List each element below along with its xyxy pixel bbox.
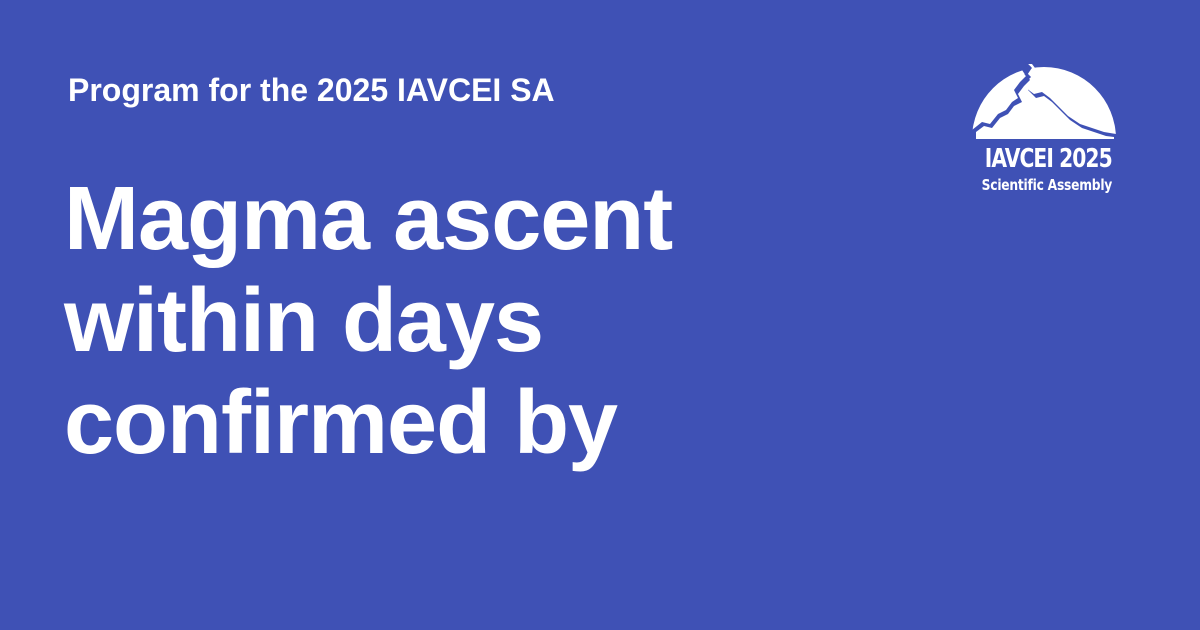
headline-line-2: within days [64, 271, 544, 371]
headline-line-1: Magma ascent [64, 169, 673, 269]
headline-line-3: confirmed by [64, 373, 618, 473]
headline: Magma ascent within days confirmed by [64, 168, 864, 474]
volcano-dome-icon [972, 60, 1116, 139]
logo-subtitle: Scientific Assembly [981, 176, 1113, 194]
iavcei-logo: IAVCEI 2025 Scientific Assembly [968, 58, 1120, 206]
program-subtitle: Program for the 2025 IAVCEI SA [68, 72, 555, 108]
logo-title: IAVCEI 2025 [984, 144, 1113, 174]
